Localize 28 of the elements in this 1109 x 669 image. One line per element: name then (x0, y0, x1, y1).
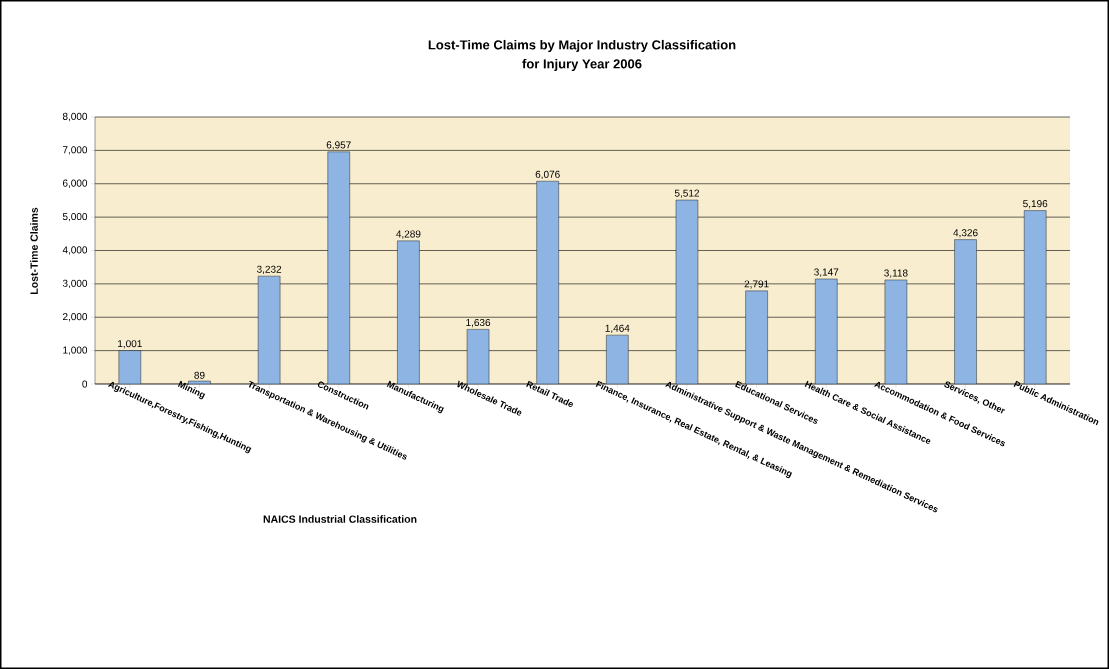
chart-subtitle: for Injury Year 2006 (522, 58, 642, 72)
data-label: 5,512 (674, 189, 699, 198)
data-label: 6,957 (326, 141, 351, 150)
data-label: 5,196 (1023, 200, 1048, 209)
y-tick-label: 3,000 (62, 279, 88, 289)
data-label: 4,326 (953, 229, 978, 238)
y-tick-label: 6,000 (62, 179, 88, 188)
data-label: 6,076 (535, 170, 560, 180)
data-label: 1,464 (605, 324, 630, 333)
x-axis-title: NAICS Industrial Classification (263, 515, 417, 523)
data-label: 1,636 (466, 318, 491, 328)
data-label: 1,001 (118, 340, 142, 349)
data-label: 3,118 (884, 269, 908, 278)
y-tick-label: 8,000 (62, 112, 88, 122)
chart-title: Lost-Time Claims by Major Industry Classification (428, 39, 736, 53)
y-tick-label: 5,000 (62, 212, 88, 222)
y-tick-label: 2,000 (62, 313, 88, 322)
data-label: 89 (194, 371, 205, 379)
y-tick-label: 1,000 (63, 346, 88, 355)
y-tick-label: 0 (82, 380, 88, 388)
y-axis-title: Lost-Time Claims (30, 207, 38, 294)
y-tick-label: 7,000 (62, 146, 88, 155)
data-label: 3,232 (256, 265, 282, 274)
y-tick-label: 4,000 (62, 246, 88, 255)
x-tick-label: Retail Trade (526, 380, 573, 408)
data-label: 3,147 (814, 268, 839, 277)
data-label: 2,791 (744, 280, 769, 289)
data-label: 4,289 (396, 230, 421, 239)
